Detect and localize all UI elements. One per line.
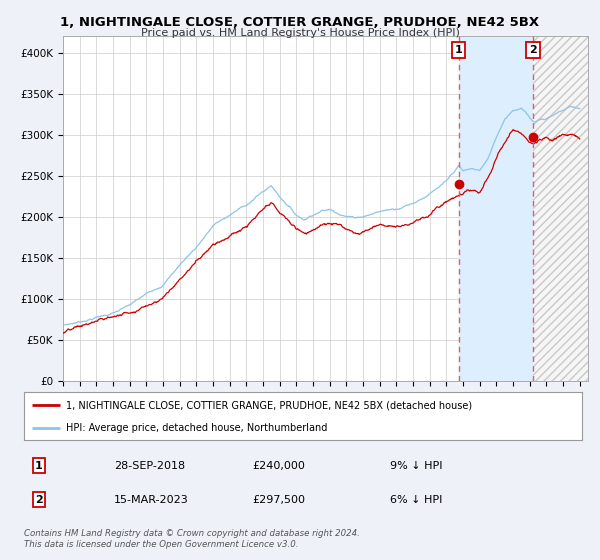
Text: 9% ↓ HPI: 9% ↓ HPI bbox=[390, 461, 443, 471]
Text: HPI: Average price, detached house, Northumberland: HPI: Average price, detached house, Nort… bbox=[66, 423, 327, 433]
Bar bbox=[459, 36, 533, 381]
Text: 2: 2 bbox=[35, 494, 43, 505]
Bar bbox=[533, 36, 588, 381]
Text: 1: 1 bbox=[455, 45, 463, 55]
Text: 6% ↓ HPI: 6% ↓ HPI bbox=[390, 494, 442, 505]
Text: Price paid vs. HM Land Registry's House Price Index (HPI): Price paid vs. HM Land Registry's House … bbox=[140, 28, 460, 38]
Text: 1, NIGHTINGALE CLOSE, COTTIER GRANGE, PRUDHOE, NE42 5BX: 1, NIGHTINGALE CLOSE, COTTIER GRANGE, PR… bbox=[61, 16, 539, 29]
Text: 2: 2 bbox=[529, 45, 537, 55]
Text: Contains HM Land Registry data © Crown copyright and database right 2024.
This d: Contains HM Land Registry data © Crown c… bbox=[24, 529, 360, 549]
Text: 1: 1 bbox=[35, 461, 43, 471]
Text: 28-SEP-2018: 28-SEP-2018 bbox=[114, 461, 185, 471]
Bar bbox=[533, 36, 588, 381]
Text: 1, NIGHTINGALE CLOSE, COTTIER GRANGE, PRUDHOE, NE42 5BX (detached house): 1, NIGHTINGALE CLOSE, COTTIER GRANGE, PR… bbox=[66, 400, 472, 410]
Text: 15-MAR-2023: 15-MAR-2023 bbox=[114, 494, 189, 505]
Text: £297,500: £297,500 bbox=[252, 494, 305, 505]
Text: £240,000: £240,000 bbox=[252, 461, 305, 471]
